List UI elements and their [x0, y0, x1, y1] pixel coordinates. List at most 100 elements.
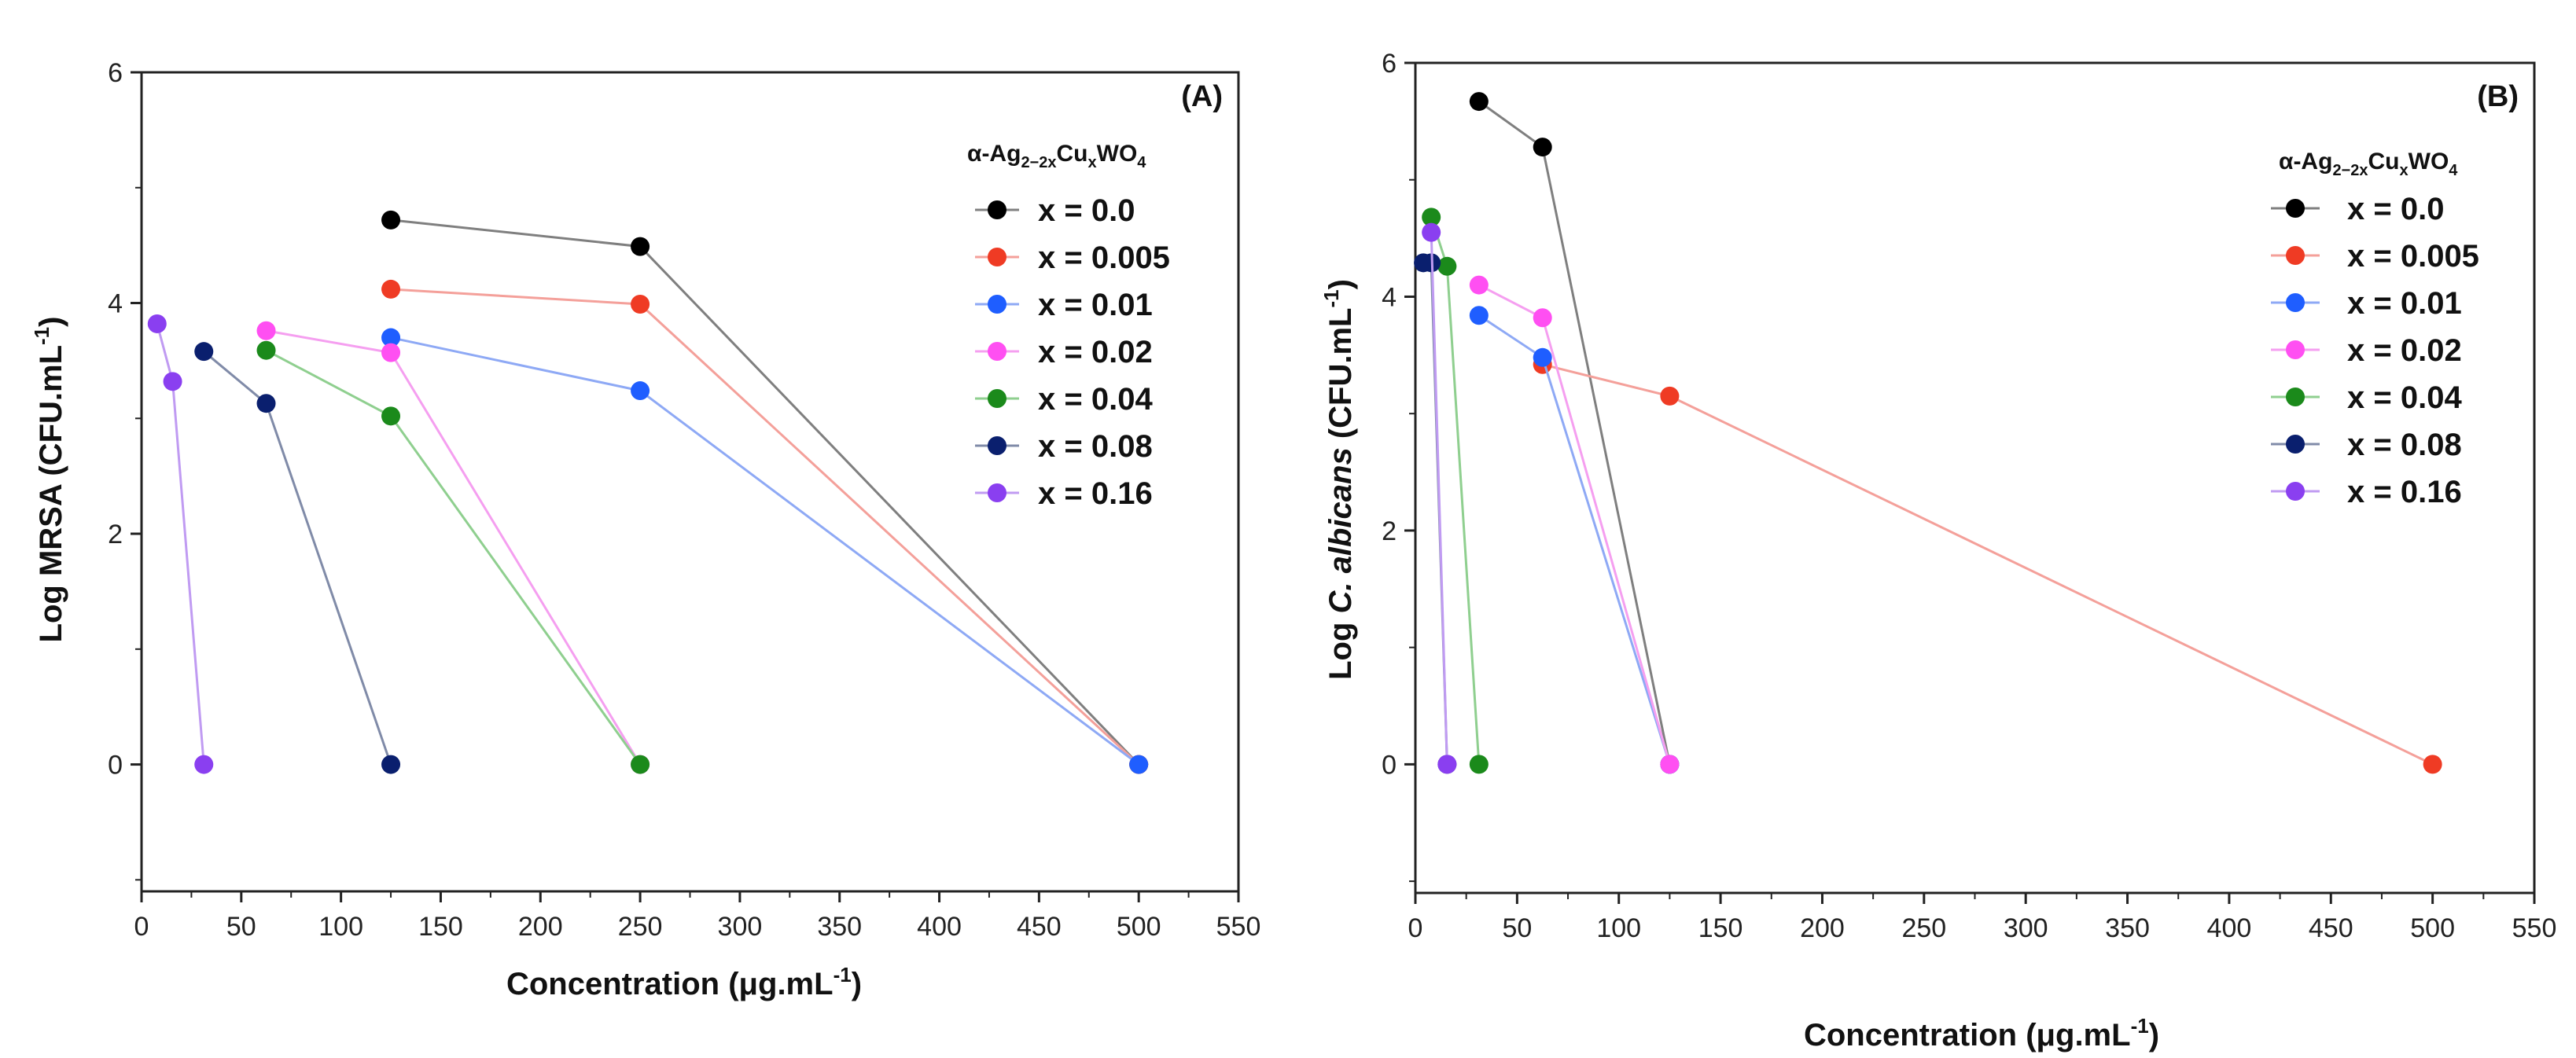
legend-marker [2286, 435, 2305, 454]
x-tick-label-b: 550 [2512, 913, 2557, 943]
y-tick-label-b: 2 [1382, 516, 1397, 546]
legend-marker [988, 248, 1006, 266]
series-b-2 [1469, 306, 1680, 774]
legend-title-sub: x [2400, 162, 2409, 179]
chart-panel-b: 0 50 100 150 200 250 300 350 400 450 500 550 0 2 4 6 Con… [1319, 49, 2556, 1052]
series-a-4 [256, 340, 650, 774]
data-point [381, 279, 401, 299]
data-point [631, 294, 650, 314]
data-point [1437, 256, 1457, 276]
legend-title-sub: 4 [1137, 154, 1146, 171]
legend-item: x = 0.02 [975, 335, 1153, 369]
data-point [194, 755, 214, 774]
legend-marker [988, 389, 1006, 408]
legend-item: x = 0.0 [975, 193, 1135, 228]
legend-title-sub: 4 [2449, 162, 2458, 179]
data-point [1422, 208, 1441, 227]
x-tick-label-b: 450 [2309, 913, 2353, 943]
legend-marker [988, 342, 1006, 361]
y-axis-label-end: ) [1323, 279, 1358, 289]
legend-label: x = 0.08 [2347, 428, 2462, 462]
x-tick-label-a: 150 [418, 912, 463, 942]
series-line [1478, 314, 1671, 765]
legend-label: x = 0.16 [1038, 476, 1153, 511]
y-axis-label-a: Log MRSA (CFU.mL-1) [30, 317, 68, 643]
y-axis-label-sup: -1 [30, 327, 53, 345]
series-line [390, 336, 1140, 766]
y-axis-label-b: Log C. albicans (CFU.mL-1) [1319, 279, 1358, 680]
data-point [381, 755, 401, 774]
x-tick-label-b: 200 [1800, 913, 1845, 943]
data-point [1660, 386, 1680, 406]
x-tick-label-b: 250 [1901, 913, 1946, 943]
data-point [256, 321, 276, 340]
x-tick-label-b: 300 [2004, 913, 2048, 943]
legend-marker [988, 200, 1006, 219]
data-point [1469, 275, 1489, 295]
legend-item: x = 0.02 [2271, 333, 2462, 368]
legend-item: x = 0.005 [975, 241, 1170, 275]
legend-label: x = 0.0 [1038, 193, 1135, 228]
legend-label: x = 0.02 [1038, 335, 1153, 369]
legend-title-sub: 2−2x [1021, 154, 1056, 171]
legend-label: x = 0.005 [2347, 239, 2479, 274]
y-axis-label-sup: -1 [1319, 289, 1343, 307]
x-tick-label-a: 550 [1216, 912, 1261, 942]
data-point [2423, 755, 2442, 774]
x-tick-label-a: 0 [134, 912, 149, 942]
legend-title-part: WO [1097, 141, 1138, 167]
data-point [1533, 138, 1552, 157]
x-axis-label-b: Concentration (μg.mL-1) [1804, 1014, 2159, 1052]
legend-a: α-Ag2−2xCuxWO4 x = 0.0 x = 0.005 x = 0.01 x … [967, 141, 1170, 511]
legend-marker [988, 436, 1006, 455]
legend-title-part: Cu [2368, 149, 2400, 174]
legend-marker [2286, 340, 2305, 359]
legend-title-part: Cu [1057, 141, 1088, 167]
data-point [631, 237, 650, 256]
x-tick-label-b: 500 [2410, 913, 2455, 943]
chart-panel-a: 0 50 100 150 200 250 300 350 400 450 500 550 0 2 4 6 Con… [30, 58, 1260, 1001]
data-point [381, 328, 401, 347]
data-point [1533, 347, 1552, 367]
data-point [631, 755, 650, 774]
y-axis-label-text: Log MRSA (CFU.mL [34, 345, 68, 642]
y-tick-label-a: 6 [108, 58, 123, 88]
x-tick-label-a: 500 [1117, 912, 1161, 942]
series-line [1430, 232, 1448, 765]
x-tick-label-b: 350 [2105, 913, 2150, 943]
legend-item: x = 0.0 [2271, 192, 2444, 226]
legend-title-part: α-Ag [967, 141, 1021, 167]
series-line [1478, 284, 1671, 765]
legend-item: x = 0.005 [2271, 239, 2479, 274]
legend-item: x = 0.08 [975, 429, 1153, 464]
legend-marker [2286, 199, 2305, 218]
data-point [163, 372, 182, 391]
data-point [147, 314, 167, 333]
x-tick-label-b: 400 [2207, 913, 2252, 943]
data-point [381, 406, 401, 426]
x-axis-label-text: Concentration (μg.mL [506, 967, 834, 1001]
x-tick-label-b: 100 [1596, 913, 1641, 943]
x-axis-label-text: Concentration (μg.mL [1804, 1018, 2131, 1052]
legend-b: α-Ag2−2xCuxWO4 x = 0.0 x = 0.005 x = 0.01 x … [2271, 149, 2479, 509]
legend-label: x = 0.0 [2347, 192, 2444, 226]
legend-marker [2286, 482, 2305, 501]
legend-marker [2286, 246, 2305, 265]
x-tick-label-a: 50 [226, 912, 256, 942]
legend-item: x = 0.01 [2271, 286, 2462, 321]
series-b-6 [1422, 222, 1457, 774]
data-point [1437, 755, 1457, 774]
x-axis-label-sup: -1 [2131, 1014, 2149, 1038]
legend-item: x = 0.16 [975, 476, 1153, 511]
panel-label-a: (A) [1181, 80, 1223, 113]
legend-label: x = 0.02 [2347, 333, 2462, 368]
legend-marker [988, 295, 1006, 314]
series-line [266, 329, 642, 766]
data-point [1129, 755, 1149, 774]
x-tick-label-b: 150 [1698, 913, 1743, 943]
series-a-6 [147, 314, 214, 774]
y-tick-label-a: 2 [108, 520, 123, 549]
legend-label: x = 0.04 [2347, 380, 2462, 415]
panel-label-b: (B) [2477, 80, 2519, 113]
legend-title-sub: 2−2x [2332, 162, 2368, 179]
